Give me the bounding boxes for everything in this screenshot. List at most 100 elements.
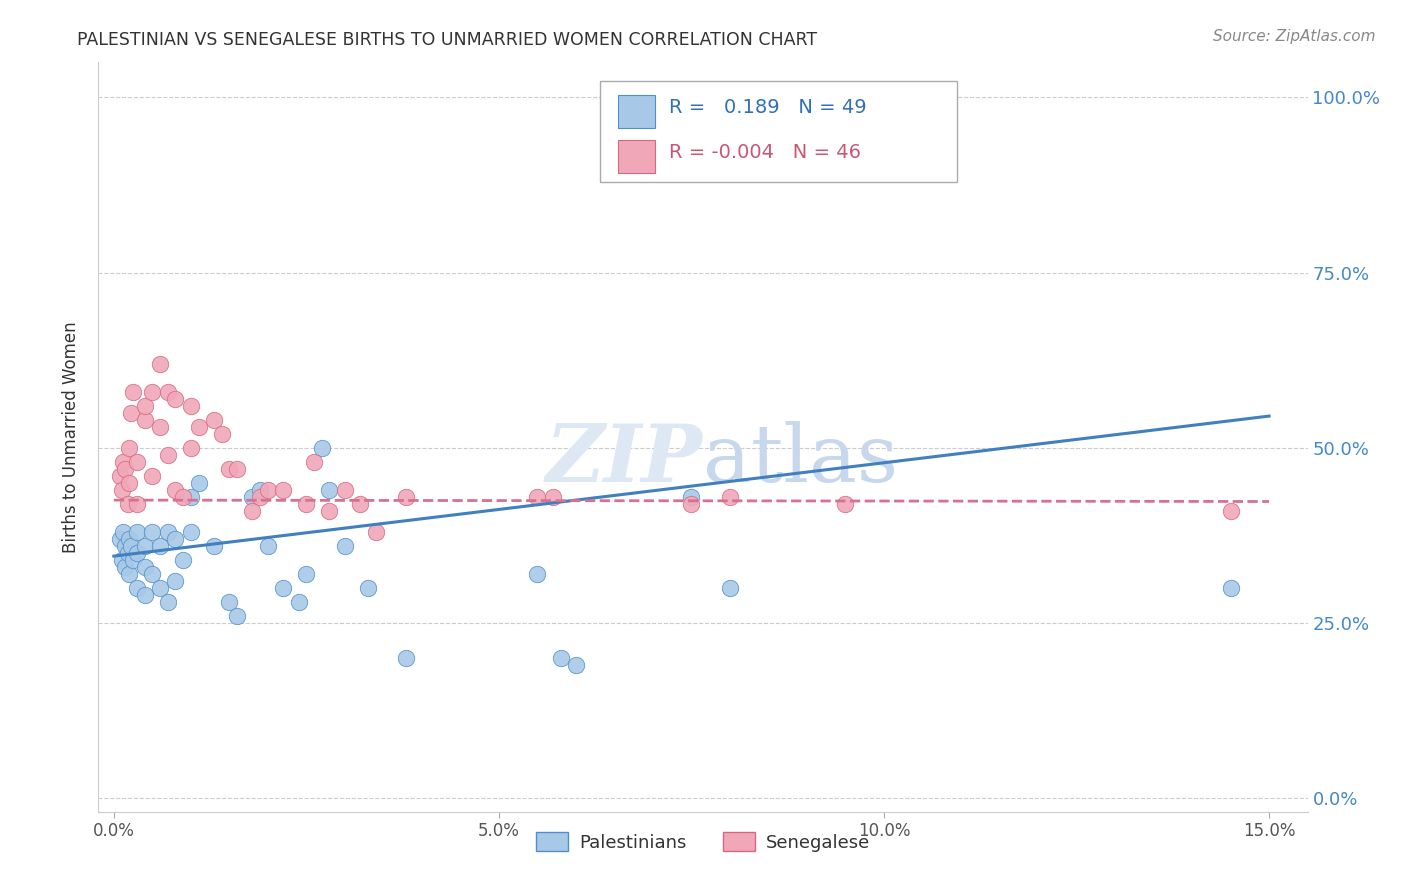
Senegalese: [165, 483, 187, 497]
Palestinians: [295, 566, 318, 581]
Text: R =   0.189   N = 49: R = 0.189 N = 49: [669, 98, 866, 117]
Palestinians: [333, 539, 356, 553]
Palestinians: [122, 552, 145, 566]
Senegalese: [149, 419, 172, 434]
Senegalese: [108, 468, 131, 483]
Palestinians: [134, 539, 156, 553]
Palestinians: [134, 559, 156, 574]
Senegalese: [120, 406, 142, 420]
Palestinians: [226, 608, 249, 623]
Senegalese: [834, 497, 856, 511]
Bar: [619, 140, 655, 173]
Legend: Palestinians, Senegalese: Palestinians, Senegalese: [529, 825, 877, 859]
Palestinians: [180, 524, 202, 539]
Senegalese: [302, 454, 325, 468]
Palestinians: [125, 546, 148, 560]
Senegalese: [257, 483, 280, 497]
Palestinians: [125, 581, 148, 595]
Senegalese: [249, 490, 271, 504]
Palestinians: [134, 588, 156, 602]
Senegalese: [218, 461, 240, 475]
Palestinians: [149, 581, 172, 595]
Palestinians: [172, 552, 194, 566]
Senegalese: [541, 490, 564, 504]
Senegalese: [271, 483, 294, 497]
Senegalese: [395, 490, 418, 504]
Palestinians: [565, 657, 588, 672]
Palestinians: [271, 581, 294, 595]
Palestinians: [218, 594, 240, 608]
Palestinians: [242, 490, 264, 504]
Senegalese: [1219, 503, 1241, 517]
Senegalese: [226, 461, 249, 475]
Palestinians: [156, 524, 179, 539]
Palestinians: [257, 539, 280, 553]
Senegalese: [125, 497, 148, 511]
Palestinians: [149, 539, 172, 553]
Senegalese: [114, 461, 136, 475]
Senegalese: [349, 497, 371, 511]
Senegalese: [180, 441, 202, 455]
Senegalese: [681, 497, 703, 511]
Y-axis label: Births to Unmarried Women: Births to Unmarried Women: [62, 321, 80, 553]
Senegalese: [156, 384, 179, 399]
Senegalese: [134, 412, 156, 426]
Senegalese: [718, 490, 741, 504]
Senegalese: [156, 448, 179, 462]
Senegalese: [364, 524, 387, 539]
Senegalese: [110, 483, 132, 497]
Senegalese: [211, 426, 233, 441]
Senegalese: [180, 399, 202, 413]
Text: PALESTINIAN VS SENEGALESE BIRTHS TO UNMARRIED WOMEN CORRELATION CHART: PALESTINIAN VS SENEGALESE BIRTHS TO UNMA…: [77, 31, 817, 49]
Senegalese: [172, 490, 194, 504]
Text: R = -0.004   N = 46: R = -0.004 N = 46: [669, 143, 860, 161]
Palestinians: [112, 524, 135, 539]
Palestinians: [114, 559, 136, 574]
Palestinians: [318, 483, 340, 497]
Palestinians: [180, 490, 202, 504]
Palestinians: [117, 546, 139, 560]
Senegalese: [202, 412, 225, 426]
Palestinians: [1219, 581, 1241, 595]
FancyBboxPatch shape: [600, 81, 957, 182]
Text: ZIP: ZIP: [546, 421, 703, 499]
Senegalese: [141, 468, 163, 483]
Palestinians: [287, 594, 309, 608]
Palestinians: [165, 574, 187, 588]
Text: Source: ZipAtlas.com: Source: ZipAtlas.com: [1212, 29, 1375, 44]
Palestinians: [141, 524, 163, 539]
Palestinians: [718, 90, 741, 104]
Palestinians: [357, 581, 380, 595]
Palestinians: [681, 490, 703, 504]
Senegalese: [187, 419, 209, 434]
Palestinians: [110, 552, 132, 566]
Palestinians: [125, 524, 148, 539]
Senegalese: [125, 454, 148, 468]
Senegalese: [122, 384, 145, 399]
Palestinians: [187, 475, 209, 490]
Bar: [619, 95, 655, 128]
Palestinians: [120, 539, 142, 553]
Senegalese: [295, 497, 318, 511]
Senegalese: [118, 475, 141, 490]
Senegalese: [141, 384, 163, 399]
Senegalese: [118, 441, 141, 455]
Palestinians: [114, 539, 136, 553]
Palestinians: [141, 566, 163, 581]
Palestinians: [202, 539, 225, 553]
Palestinians: [718, 581, 741, 595]
Senegalese: [242, 503, 264, 517]
Palestinians: [526, 566, 548, 581]
Senegalese: [333, 483, 356, 497]
Palestinians: [311, 441, 333, 455]
Senegalese: [112, 454, 135, 468]
Palestinians: [118, 532, 141, 546]
Palestinians: [156, 594, 179, 608]
Palestinians: [550, 650, 572, 665]
Palestinians: [118, 566, 141, 581]
Senegalese: [165, 392, 187, 406]
Senegalese: [318, 503, 340, 517]
Palestinians: [395, 650, 418, 665]
Senegalese: [117, 497, 139, 511]
Senegalese: [526, 490, 548, 504]
